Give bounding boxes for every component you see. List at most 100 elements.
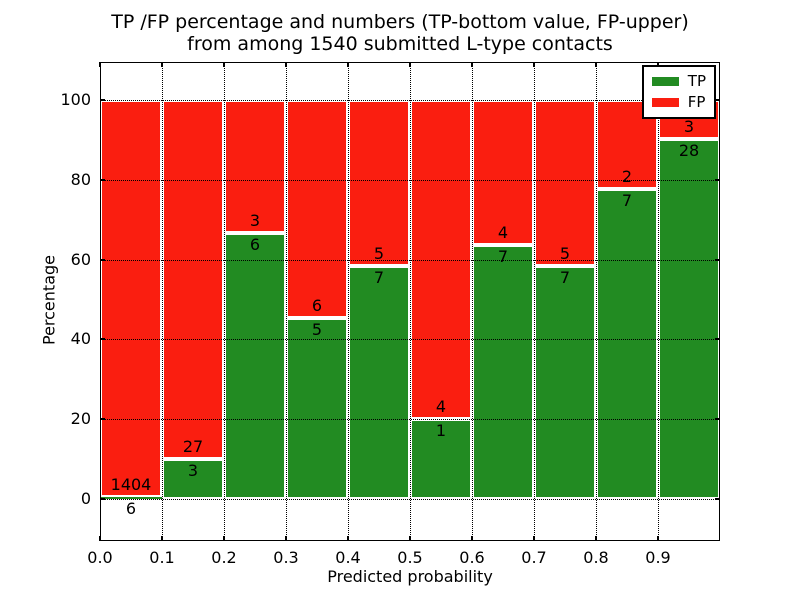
fp-count-label: 27 bbox=[182, 437, 204, 457]
legend: TP FP bbox=[641, 65, 716, 119]
bar-segment-tp bbox=[472, 245, 534, 500]
x-tick-label: 0.9 bbox=[645, 548, 671, 567]
tp-count-label: 28 bbox=[678, 140, 700, 160]
x-tick-mark bbox=[533, 62, 535, 67]
legend-label-tp: TP bbox=[687, 72, 706, 90]
bar-segment-tp bbox=[224, 232, 286, 500]
tp-count-label: 3 bbox=[187, 461, 199, 481]
x-tick-label: 0.5 bbox=[397, 548, 423, 567]
bar-segment-tp bbox=[534, 266, 596, 500]
x-tick-mark bbox=[533, 536, 535, 541]
plot-area: TP FP 1404 6 27 3 3 6 6 5 5 7 4 1 4 7 5 7 2 7 3 28 bbox=[99, 62, 720, 541]
chart-title-line1: TP /FP percentage and numbers (TP-bottom… bbox=[111, 11, 689, 33]
y-tick-mark bbox=[100, 98, 105, 101]
fp-count-label: 3 bbox=[249, 210, 261, 230]
y-tick-mark bbox=[715, 98, 720, 101]
y-tick-label: 40 bbox=[70, 329, 91, 349]
x-tick-label: 0.2 bbox=[211, 548, 237, 567]
y-tick-mark bbox=[100, 338, 105, 341]
gridline-vertical bbox=[224, 62, 225, 541]
y-tick-mark bbox=[100, 498, 105, 501]
x-tick-mark bbox=[223, 62, 225, 67]
legend-swatch-tp-icon bbox=[651, 77, 679, 86]
tp-count-label: 5 bbox=[311, 319, 323, 339]
gridline-vertical bbox=[596, 62, 597, 541]
legend-entry-fp: FP bbox=[651, 92, 706, 113]
x-tick-mark bbox=[99, 536, 101, 541]
gridline-vertical bbox=[534, 62, 535, 541]
x-tick-label: 0.0 bbox=[87, 548, 113, 567]
x-tick-mark bbox=[161, 536, 163, 541]
x-tick-mark bbox=[347, 62, 349, 67]
fp-count-label: 2 bbox=[621, 166, 633, 186]
bar-segment-fp bbox=[224, 99, 286, 233]
x-tick-mark bbox=[471, 62, 473, 67]
x-tick-mark bbox=[161, 62, 163, 67]
fp-count-label: 5 bbox=[559, 244, 571, 264]
y-tick-mark bbox=[100, 418, 105, 421]
x-tick-mark bbox=[223, 536, 225, 541]
tp-count-label: 7 bbox=[373, 268, 385, 288]
gridline-vertical bbox=[286, 62, 287, 541]
fp-count-label: 1404 bbox=[110, 475, 152, 495]
y-tick-label: 80 bbox=[70, 169, 91, 189]
x-tick-mark bbox=[347, 536, 349, 541]
y-tick-mark bbox=[715, 338, 720, 341]
y-tick-label: 60 bbox=[70, 249, 91, 269]
x-tick-mark bbox=[471, 536, 473, 541]
x-tick-mark bbox=[657, 62, 659, 67]
x-tick-label: 0.6 bbox=[459, 548, 485, 567]
x-tick-mark bbox=[285, 62, 287, 67]
tp-count-label: 7 bbox=[497, 247, 509, 267]
x-tick-mark bbox=[409, 536, 411, 541]
gridline-vertical bbox=[658, 62, 659, 541]
x-tick-mark bbox=[99, 62, 101, 67]
bar-segment-fp bbox=[100, 99, 162, 498]
y-tick-label: 20 bbox=[70, 409, 91, 429]
x-tick-mark bbox=[657, 536, 659, 541]
fp-count-label: 5 bbox=[373, 244, 385, 264]
y-tick-label: 0 bbox=[80, 489, 91, 509]
bar-segment-tp bbox=[286, 317, 348, 500]
bar-segment-tp bbox=[348, 266, 410, 500]
legend-entry-tp: TP bbox=[651, 71, 706, 92]
tp-count-label: 7 bbox=[559, 268, 571, 288]
bar-segment-fp bbox=[472, 99, 534, 246]
gridline-vertical bbox=[348, 62, 349, 541]
y-tick-mark bbox=[715, 418, 720, 421]
fp-count-label: 3 bbox=[683, 116, 695, 136]
x-axis-label: Predicted probability bbox=[327, 567, 493, 586]
x-tick-label: 0.7 bbox=[521, 548, 547, 567]
legend-swatch-fp-icon bbox=[651, 98, 679, 107]
bar-segment-fp bbox=[348, 99, 410, 267]
y-tick-mark bbox=[715, 498, 720, 501]
tp-count-label: 7 bbox=[621, 190, 633, 210]
x-tick-mark bbox=[595, 536, 597, 541]
fp-count-label: 6 bbox=[311, 295, 323, 315]
x-tick-label: 0.3 bbox=[273, 548, 299, 567]
x-tick-mark bbox=[409, 62, 411, 67]
y-tick-label: 100 bbox=[60, 89, 91, 109]
x-tick-label: 0.4 bbox=[335, 548, 361, 567]
bar-segment-tp bbox=[162, 459, 224, 500]
tp-count-label: 6 bbox=[249, 234, 261, 254]
gridline-vertical bbox=[162, 62, 163, 541]
x-tick-mark bbox=[285, 536, 287, 541]
tp-count-label: 1 bbox=[435, 421, 447, 441]
y-tick-mark bbox=[715, 178, 720, 181]
fp-count-label: 4 bbox=[497, 223, 509, 243]
bar-segment-tp bbox=[596, 188, 658, 500]
y-tick-mark bbox=[100, 178, 105, 181]
x-tick-label: 0.8 bbox=[583, 548, 609, 567]
gridline-vertical bbox=[410, 62, 411, 541]
tp-count-label: 6 bbox=[125, 499, 137, 519]
bar-segment-fp bbox=[162, 99, 224, 460]
bar-segment-tp bbox=[658, 138, 720, 500]
x-tick-mark bbox=[595, 62, 597, 67]
legend-label-fp: FP bbox=[687, 93, 706, 111]
chart-title-line2: from among 1540 submitted L-type contact… bbox=[187, 33, 613, 55]
bar-segment-fp bbox=[410, 99, 472, 420]
y-tick-mark bbox=[715, 258, 720, 261]
y-tick-mark bbox=[100, 258, 105, 261]
